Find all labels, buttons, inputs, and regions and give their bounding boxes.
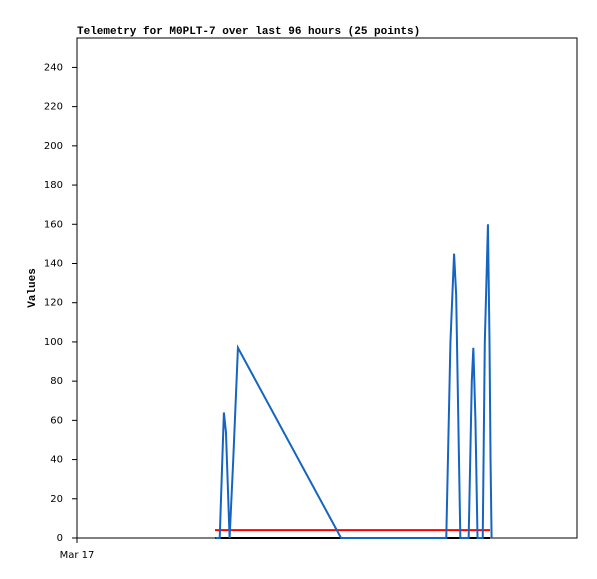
y-tick-label: 180 bbox=[44, 180, 63, 191]
y-tick-label: 40 bbox=[50, 455, 63, 466]
y-tick-label: 240 bbox=[44, 62, 63, 73]
y-tick-label: 100 bbox=[44, 337, 63, 348]
y-tick-label: 120 bbox=[44, 298, 63, 309]
y-tick-label: 140 bbox=[44, 258, 63, 269]
y-tick-label: 0 bbox=[57, 533, 63, 544]
data-line bbox=[215, 224, 493, 539]
chart-title: Telemetry for M0PLT-7 over last 96 hours… bbox=[77, 26, 420, 38]
y-tick-label: 220 bbox=[44, 102, 63, 113]
x-tick-label: Mar 17 bbox=[60, 550, 95, 561]
y-tick-label: 20 bbox=[50, 494, 63, 505]
y-tick-label: 200 bbox=[44, 141, 63, 152]
y-tick-label: 80 bbox=[50, 376, 63, 387]
y-tick-label: 160 bbox=[44, 219, 63, 230]
y-axis-label: Values bbox=[27, 268, 39, 308]
y-tick-label: 60 bbox=[50, 415, 63, 426]
